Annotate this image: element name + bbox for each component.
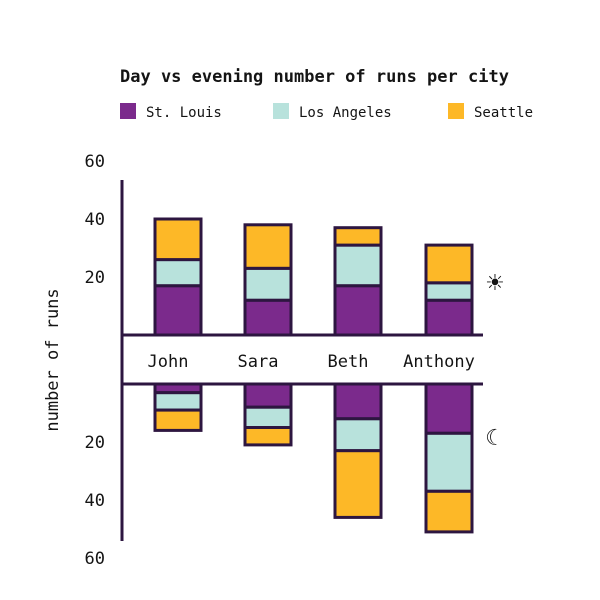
legend-label-los-angeles: Los Angeles xyxy=(299,105,392,121)
y-tick-label-day: 40 xyxy=(85,210,105,230)
bar-day-sara-st-louis xyxy=(243,298,293,337)
legend-label-seattle: Seattle xyxy=(474,105,533,121)
category-label-sara: Sara xyxy=(238,352,279,372)
bar-evening-sara-los-angeles xyxy=(243,405,293,430)
bar-day-anthony-st-louis xyxy=(424,298,474,337)
bar-day-beth-los-angeles xyxy=(333,243,383,288)
bar-day-beth-st-louis xyxy=(333,284,383,337)
bar-evening-john-los-angeles xyxy=(153,391,203,412)
chart-title: Day vs evening number of runs per city xyxy=(120,67,509,87)
y-axis-label: number of runs xyxy=(43,288,63,431)
bar-day-anthony-seattle xyxy=(424,243,474,285)
y-tick-label-evening: 60 xyxy=(85,549,105,569)
bar-evening-sara-st-louis xyxy=(243,382,293,409)
bar-day-sara-los-angeles xyxy=(243,266,293,302)
panel-icons: ☀☾ xyxy=(485,271,505,451)
bar-evening-anthony-los-angeles xyxy=(424,431,474,493)
legend-label-st-louis: St. Louis xyxy=(146,105,222,121)
category-labels: John Sara Beth Anthony xyxy=(148,352,475,372)
category-label-beth: Beth xyxy=(328,352,369,372)
y-tick-label-evening: 40 xyxy=(85,491,105,511)
moon-icon: ☾ xyxy=(485,426,505,451)
bar-evening-beth-st-louis xyxy=(333,382,383,421)
category-label-john: John xyxy=(148,352,189,372)
sun-icon: ☀ xyxy=(485,271,505,296)
bar-day-beth-seattle xyxy=(333,226,383,247)
bar-evening-sara-seattle xyxy=(243,426,293,447)
bar-evening-anthony-seattle xyxy=(424,489,474,534)
bar-evening-john-seattle xyxy=(153,408,203,432)
bar-day-sara-seattle xyxy=(243,223,293,270)
y-tick-label-day: 60 xyxy=(85,152,105,172)
bar-day-john-seattle xyxy=(153,217,203,262)
bar-evening-beth-seattle xyxy=(333,449,383,519)
y-tick-label-day: 20 xyxy=(85,268,105,288)
bar-day-anthony-los-angeles xyxy=(424,281,474,302)
legend-swatch-los-angeles xyxy=(273,103,289,119)
legend-swatch-seattle xyxy=(448,103,464,119)
bar-evening-beth-los-angeles xyxy=(333,417,383,453)
legend: St. Louis Los Angeles Seattle xyxy=(120,103,533,121)
bars xyxy=(153,217,474,534)
y-tick-labels: 20 20 40 40 60 60 xyxy=(85,152,105,569)
y-tick-label-evening: 20 xyxy=(85,433,105,453)
bar-day-john-st-louis xyxy=(153,284,203,337)
legend-swatch-st-louis xyxy=(120,103,136,119)
bar-day-john-los-angeles xyxy=(153,258,203,288)
bar-evening-anthony-st-louis xyxy=(424,382,474,435)
category-label-anthony: Anthony xyxy=(403,352,475,372)
